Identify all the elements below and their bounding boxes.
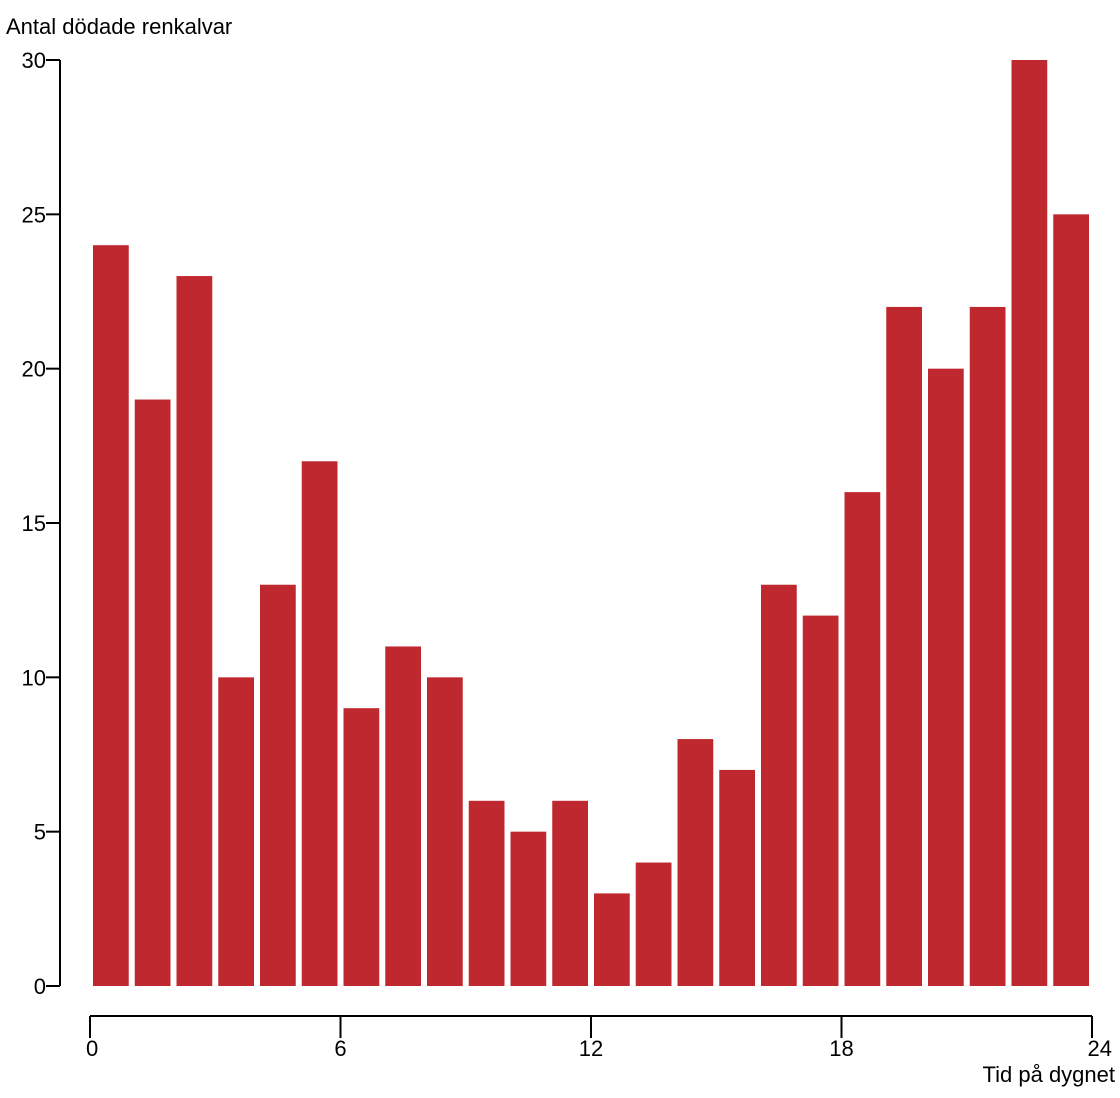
x-axis-label: Tid på dygnet: [983, 1062, 1116, 1087]
x-tick-label: 18: [829, 1036, 853, 1061]
bar: [844, 492, 881, 986]
bar: [1053, 214, 1089, 987]
y-tick-label: 0: [34, 974, 46, 999]
y-tick-label: 5: [34, 820, 46, 845]
bar: [677, 739, 714, 986]
bar: [510, 831, 547, 986]
bar: [552, 800, 588, 986]
x-tick-label: 0: [86, 1036, 98, 1061]
y-axis-ticks: 0 5 10 15 20 25 30: [22, 48, 60, 999]
bars-group: [93, 60, 1089, 987]
bar: [928, 368, 964, 987]
bar: [93, 245, 129, 986]
bar: [468, 800, 505, 986]
bar: [260, 584, 296, 986]
y-tick-label: 15: [22, 511, 46, 536]
y-tick-label: 30: [22, 48, 46, 73]
bar: [1011, 60, 1048, 986]
x-tick-label: 24: [1088, 1036, 1112, 1061]
y-tick-label: 20: [22, 357, 46, 382]
bar: [761, 584, 797, 986]
x-tick-label: 12: [579, 1036, 603, 1061]
bar: [594, 893, 630, 986]
bar: [802, 615, 839, 986]
x-tick-label: 6: [334, 1036, 346, 1061]
x-axis-ticks: 0 6 12 18 24: [86, 1016, 1112, 1061]
bar: [635, 862, 672, 986]
bar: [301, 461, 338, 986]
y-axis-label: Antal dödade renkalvar: [6, 14, 232, 39]
y-tick-label: 10: [22, 665, 46, 690]
bar: [719, 769, 755, 986]
bar: [218, 677, 254, 986]
bar: [134, 399, 171, 986]
bar: [385, 646, 421, 986]
bar: [176, 276, 213, 987]
y-tick-label: 25: [22, 202, 46, 227]
bar: [427, 677, 463, 986]
bar: [886, 306, 922, 986]
bar: [343, 708, 380, 986]
bar: [969, 306, 1006, 986]
